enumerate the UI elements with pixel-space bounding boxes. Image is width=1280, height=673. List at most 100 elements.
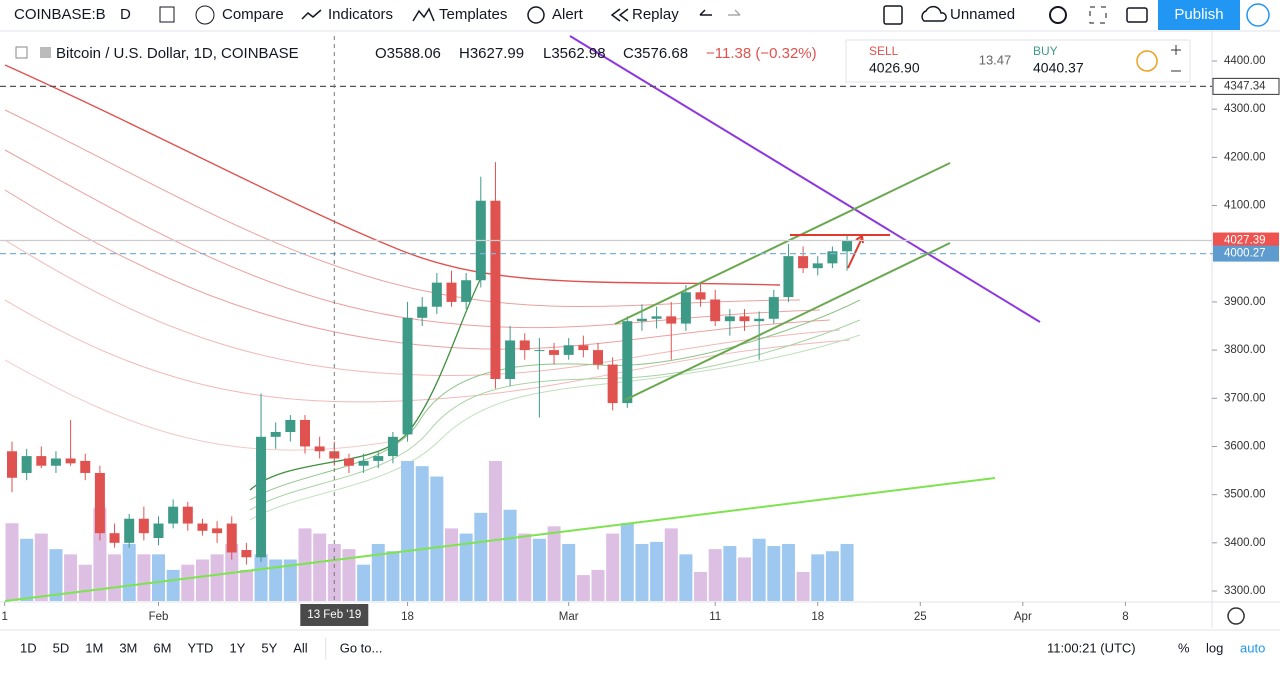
ma-line [249,334,861,521]
candle-body [680,292,691,324]
channel-bottom[interactable] [624,242,951,401]
range-button[interactable]: 3M [119,640,137,655]
volume-bar [78,564,92,601]
volume-bar [254,554,268,601]
auto[interactable]: auto [1240,640,1265,655]
volume-bar [781,543,795,601]
candle-body [402,317,413,435]
range-button[interactable]: 5D [53,640,70,655]
candle-body [636,318,647,322]
log[interactable]: log [1206,640,1223,655]
range-button[interactable]: YTD [187,640,213,655]
toolbar: COINBASE:B D Compare Indicators Template… [0,0,1280,32]
range-button[interactable]: 1D [20,640,37,655]
camera-icon[interactable] [1126,7,1148,23]
volume-bar [767,546,781,601]
replay[interactable]: Replay [632,6,679,23]
volume-bar [503,509,517,601]
sell-button[interactable] [847,41,965,81]
interval[interactable]: D [120,6,131,23]
layout-name[interactable]: Unnamed [950,6,1015,23]
volume-bar [752,538,766,601]
collapse-icon[interactable] [15,46,28,59]
settings-icon[interactable] [1049,6,1067,24]
volume-bar [532,538,546,601]
candle-body [519,340,530,351]
candle-icon[interactable] [159,6,175,23]
x-tick-label: Mar [559,611,579,623]
templates[interactable]: Templates [439,6,507,23]
candle-body [798,256,809,269]
y-tick-label: 3400.00 [1224,537,1266,549]
indicators[interactable]: Indicators [328,6,393,23]
candle-body [842,240,853,252]
range-button[interactable]: All [293,640,308,655]
replay-icon[interactable] [610,8,629,22]
ma-ribbon-red [4,64,851,451]
x-tick-label: 11 [709,611,721,623]
alert-icon[interactable] [527,6,545,24]
undo[interactable] [699,9,712,16]
x-tick-label: 8 [1122,611,1128,623]
cloud-icon[interactable] [921,5,947,22]
sell-label[interactable]: SELL [869,44,899,58]
trend-line[interactable] [569,35,1041,323]
percent[interactable]: % [1178,640,1190,655]
candle-body [827,251,838,264]
play-icon[interactable] [1246,3,1270,27]
templates-icon[interactable] [412,7,435,22]
candle-body [446,282,457,302]
range-button[interactable]: 1Y [229,640,245,655]
x-tick-label: 18 [811,611,824,623]
volume-bar [708,549,722,601]
indicators-icon[interactable] [301,9,322,20]
range-button[interactable]: 5Y [261,640,277,655]
candle-body [109,533,120,543]
volume-bar [576,575,590,601]
compare[interactable]: Compare [222,6,284,23]
redo[interactable] [728,9,741,16]
ma-line [249,299,861,501]
publish[interactable]: Publish [1174,6,1223,23]
fullscreen-icon[interactable] [883,5,903,25]
candle-body [783,256,794,298]
candle-body [563,345,574,355]
candle-body [7,451,17,478]
ma-line [4,109,801,308]
volume-bar [20,538,34,601]
candle-body [724,316,735,322]
y-tick-label: 4100.00 [1224,200,1266,212]
zoom-buttons[interactable] [1171,45,1181,72]
price-tag-label: 4027.39 [1224,235,1266,247]
volume-bar [122,543,136,601]
range-button[interactable]: 6M [153,640,171,655]
x-tick-label: Apr [1014,611,1032,623]
goto[interactable]: Go to... [340,640,383,655]
candle-body [666,316,677,324]
candle-body [812,263,823,269]
volume-bar [357,564,371,601]
axis-settings[interactable] [1227,607,1245,625]
legend-high: H3627.99 [459,45,524,62]
range-button[interactable]: 1M [85,640,103,655]
volume-bar [620,523,634,601]
candle-body [768,297,779,319]
publish-button[interactable] [1158,0,1240,30]
channel-top[interactable] [614,162,951,325]
volume-bar [401,461,415,601]
volume-bar [5,523,19,601]
expand-icon[interactable] [1089,6,1107,24]
support-line[interactable] [4,477,996,602]
candle-body [314,446,325,452]
buy-price[interactable]: 4040.37 [1033,60,1084,76]
compare-icon[interactable] [195,5,215,25]
buy-label[interactable]: BUY [1033,44,1058,58]
candle-body [754,318,765,322]
price-tag [1213,245,1279,262]
alert[interactable]: Alert [552,6,584,23]
ma-ribbon-green [249,279,861,521]
symbol[interactable]: COINBASE:B [14,6,106,23]
spread: 13.47 [979,52,1012,67]
sell-price[interactable]: 4026.90 [869,60,920,76]
info-icon[interactable] [1136,50,1158,72]
